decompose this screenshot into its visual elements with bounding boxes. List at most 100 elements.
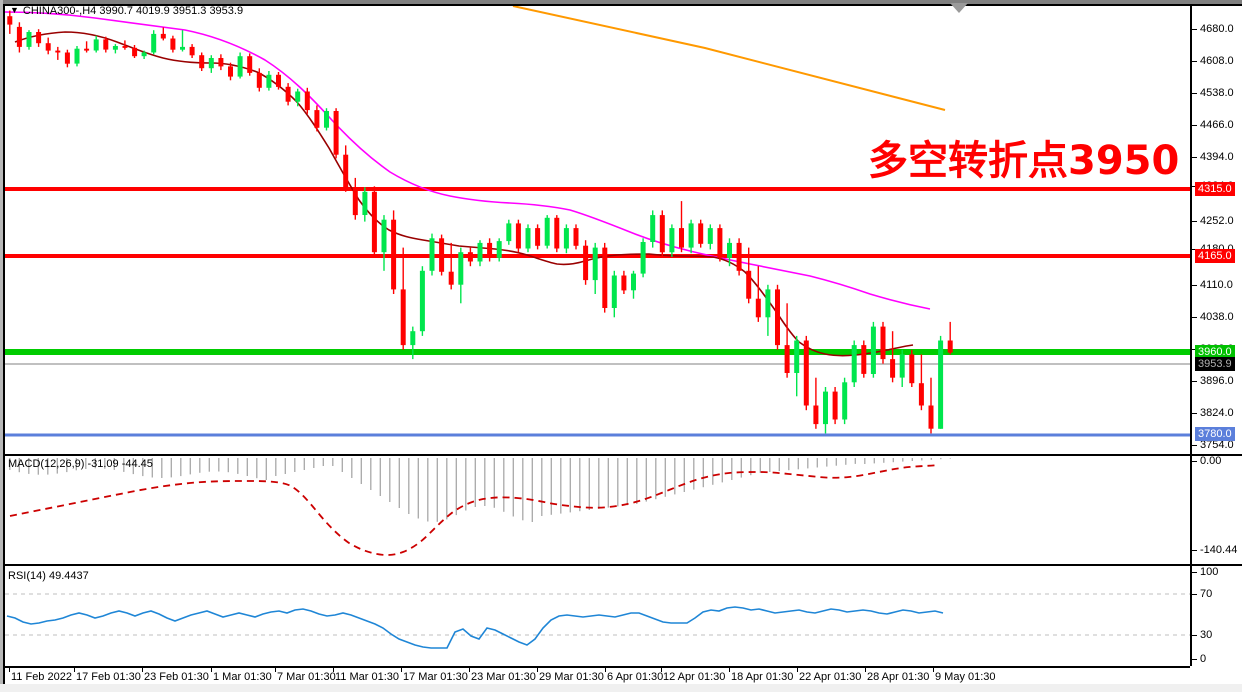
price-tick-2-tickmark [1192, 93, 1197, 94]
price-tick-3-tickmark [1192, 125, 1197, 126]
candle-bull [899, 354, 905, 378]
price-tick-6-tickmark [1192, 221, 1197, 222]
candle-bull [688, 223, 694, 248]
candle-bear [947, 340, 953, 353]
time-tick-0 [9, 668, 10, 672]
candle-bull [851, 345, 857, 383]
price-tick-1-label: 4608.0 [1200, 55, 1234, 67]
candle-bull [141, 52, 147, 57]
candle-bear [189, 46, 195, 56]
candle-bull [544, 217, 550, 246]
candle-bear [861, 345, 867, 374]
candle-bear [890, 359, 896, 378]
price-tick-12-tickmark [1192, 413, 1197, 414]
candle-bear [621, 275, 627, 291]
candle-bull [266, 74, 272, 88]
macd-tick-1-tickmark [1192, 550, 1197, 551]
price-tag-4165-0[interactable]: 4165.0 [1195, 249, 1235, 263]
candle-bull [669, 228, 675, 253]
time-label-8: 29 Mar 01:30 [539, 671, 604, 683]
rsi-panel[interactable] [5, 566, 1190, 666]
time-label-5: 11 Mar 01:30 [335, 671, 400, 683]
candle-bear [909, 354, 915, 384]
candle-bear [276, 74, 281, 87]
candle-bear [698, 223, 704, 244]
macd-panel-border [5, 454, 1242, 456]
price-tick-0-tickmark [1192, 29, 1197, 30]
candle-bear [371, 191, 377, 253]
macd-panel[interactable] [5, 456, 1190, 562]
price-tick-4-label: 4394.0 [1200, 151, 1234, 163]
time-tick-11 [729, 668, 730, 672]
chart-header: ▼ CHINA300-,H4 3990.7 4019.9 3951.3 3953.… [10, 5, 243, 17]
candle-bear [467, 252, 473, 262]
price-tick-11-tickmark [1192, 381, 1197, 382]
candle-bull [410, 331, 416, 346]
price-axis-line [1190, 6, 1192, 666]
candle-bear [122, 46, 128, 48]
candle-bear [84, 48, 90, 51]
rsi-header: RSI(14) 49.4437 [8, 570, 89, 582]
price-chart-svg [5, 6, 1190, 437]
triangle-down-icon[interactable]: ▼ [10, 5, 19, 15]
time-label-7: 23 Mar 01:30 [471, 671, 536, 683]
candle-bear [784, 345, 790, 373]
time-tick-3 [211, 668, 212, 672]
candle-bull [180, 46, 185, 50]
price-tag-3953-9[interactable]: 3953.9 [1195, 357, 1235, 371]
candle-bear [247, 56, 253, 73]
rsi-tick-2-label: 30 [1200, 629, 1213, 641]
candle-bear [602, 247, 608, 308]
candle-bull [237, 56, 243, 77]
time-tick-7 [469, 668, 470, 672]
candle-bull [208, 58, 214, 69]
price-panel[interactable] [5, 6, 1190, 452]
time-label-3: 1 Mar 01:30 [213, 671, 272, 683]
candle-bear [64, 52, 70, 64]
candle-bear [535, 228, 541, 246]
rsi-tick-1-tickmark [1192, 594, 1197, 595]
candle-bull [842, 382, 848, 420]
time-tick-10 [661, 668, 662, 672]
candle-bear [487, 242, 493, 258]
time-tick-1 [74, 668, 75, 672]
macd-histogram [9, 458, 951, 522]
candle-bear [160, 33, 166, 39]
candle-bear [228, 66, 233, 77]
price-tag-3960-0[interactable]: 3960.0 [1195, 345, 1235, 359]
candle-bull [765, 289, 771, 318]
price-tag-4315-0[interactable]: 4315.0 [1195, 182, 1235, 196]
candle-bear [448, 271, 454, 285]
price-tick-4-tickmark [1192, 157, 1197, 158]
window-left-edge [0, 0, 3, 692]
time-tick-8 [537, 668, 538, 672]
candle-bear [832, 391, 838, 420]
rsi-chart-svg [5, 593, 1190, 649]
candle-bear [7, 16, 13, 25]
candle-bull [707, 228, 713, 244]
window-titlebar [0, 0, 1242, 4]
candle-bear [170, 38, 176, 50]
candle-bull [611, 275, 617, 308]
macd-tick-0-label: 0.00 [1200, 455, 1222, 467]
candle-bull [794, 340, 800, 373]
time-label-1: 17 Feb 01:30 [76, 671, 141, 683]
time-label-10: 12 Apr 01:30 [663, 671, 726, 683]
candle-bull [938, 340, 944, 429]
price-tick-1-tickmark [1192, 61, 1197, 62]
price-tick-8-label: 4110.0 [1200, 279, 1233, 291]
price-tick-10-tickmark [1192, 349, 1197, 350]
time-label-9: 6 Apr 01:30 [607, 671, 664, 683]
candle-bull [151, 33, 157, 53]
candle-bull [324, 111, 329, 128]
candle-bull [640, 242, 646, 274]
window-bottom-strip [0, 684, 1242, 692]
price-tag-3780-0[interactable]: 3780.0 [1195, 427, 1235, 441]
price-tick-8-tickmark [1192, 285, 1197, 286]
candle-bear [333, 111, 339, 155]
chart-marker-arrow-icon[interactable] [950, 3, 968, 13]
candle-bear [439, 238, 445, 272]
price-tick-2-label: 4538.0 [1200, 87, 1234, 99]
window-top-border [0, 4, 1242, 6]
candle-bull [26, 32, 32, 47]
